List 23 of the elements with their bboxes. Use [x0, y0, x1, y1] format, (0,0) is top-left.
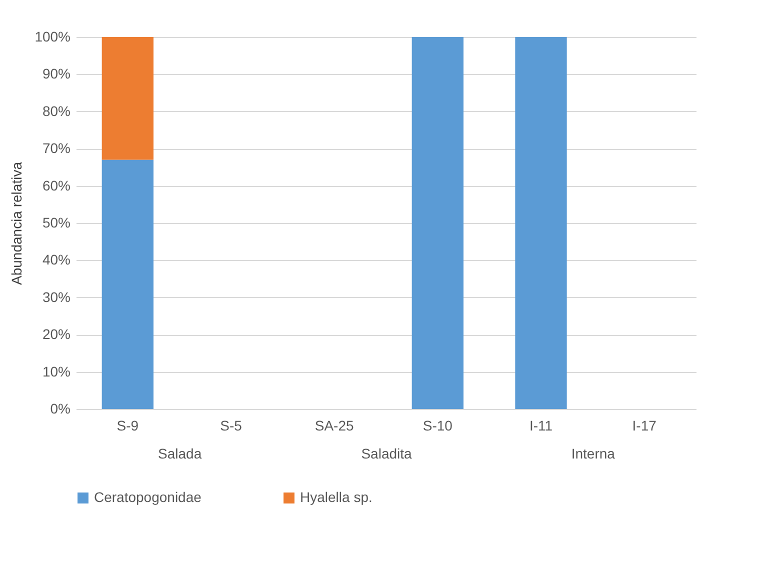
x-tick-label: S-5 — [220, 418, 242, 434]
y-tick-label: 30% — [42, 288, 70, 305]
text: Salada — [158, 446, 202, 462]
y-tick-label: 100% — [34, 28, 70, 44]
x-tick-label: SA-25 — [314, 418, 354, 434]
y-tick-label: 80% — [42, 102, 70, 119]
y-axis-title: Abundancia relativa — [8, 162, 25, 285]
text: Saladita — [361, 446, 412, 462]
y-tick-label: 60% — [42, 177, 70, 194]
y-tick-label: 10% — [42, 363, 70, 380]
x-tick-label: I-11 — [529, 418, 553, 434]
y-tick-label: 50% — [42, 214, 70, 230]
text: Interna — [571, 446, 616, 462]
x-tick-label: I-17 — [632, 418, 657, 434]
legend-label: Ceratopogonidae — [94, 489, 202, 505]
y-tick-label: 70% — [42, 140, 70, 156]
x-tick-label: S-10 — [422, 418, 453, 434]
y-tick-label: 90% — [42, 66, 70, 82]
x-tick-label: S-9 — [116, 418, 139, 434]
y-tick-label: 20% — [42, 326, 70, 342]
y-tick-label: 0% — [50, 400, 70, 416]
y-tick-label: 40% — [42, 252, 70, 268]
legend-label: Hyalella sp. — [300, 489, 372, 505]
